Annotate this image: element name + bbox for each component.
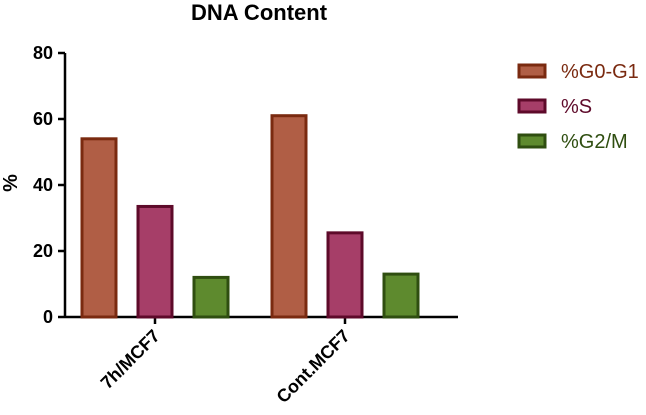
bar xyxy=(80,137,118,319)
legend-label: %G2/M xyxy=(561,131,628,153)
bars xyxy=(80,114,420,319)
bar xyxy=(382,272,420,319)
y-tick-label: 40 xyxy=(33,175,53,195)
bar xyxy=(136,204,174,319)
y-tick-label: 20 xyxy=(33,241,53,261)
legend-label: %G0-G1 xyxy=(561,61,639,83)
chart-title: DNA Content xyxy=(191,0,328,25)
bar xyxy=(192,275,230,319)
x-tick-label: Cont.MCF7 xyxy=(273,326,354,407)
y-tick-label: 60 xyxy=(33,109,53,129)
y-axis-label: % xyxy=(0,174,22,192)
y-tick-label: 0 xyxy=(43,307,53,327)
legend: %G0-G1 %S %G2/M xyxy=(517,61,639,153)
legend-swatch xyxy=(517,63,547,79)
x-tick-label: 7h/MCF7 xyxy=(97,326,164,393)
legend-swatch xyxy=(517,98,547,114)
y-tick-label: 80 xyxy=(33,43,53,63)
legend-swatch xyxy=(517,133,547,149)
bar xyxy=(326,231,364,319)
legend-label: %S xyxy=(561,96,592,118)
bar xyxy=(270,114,308,319)
